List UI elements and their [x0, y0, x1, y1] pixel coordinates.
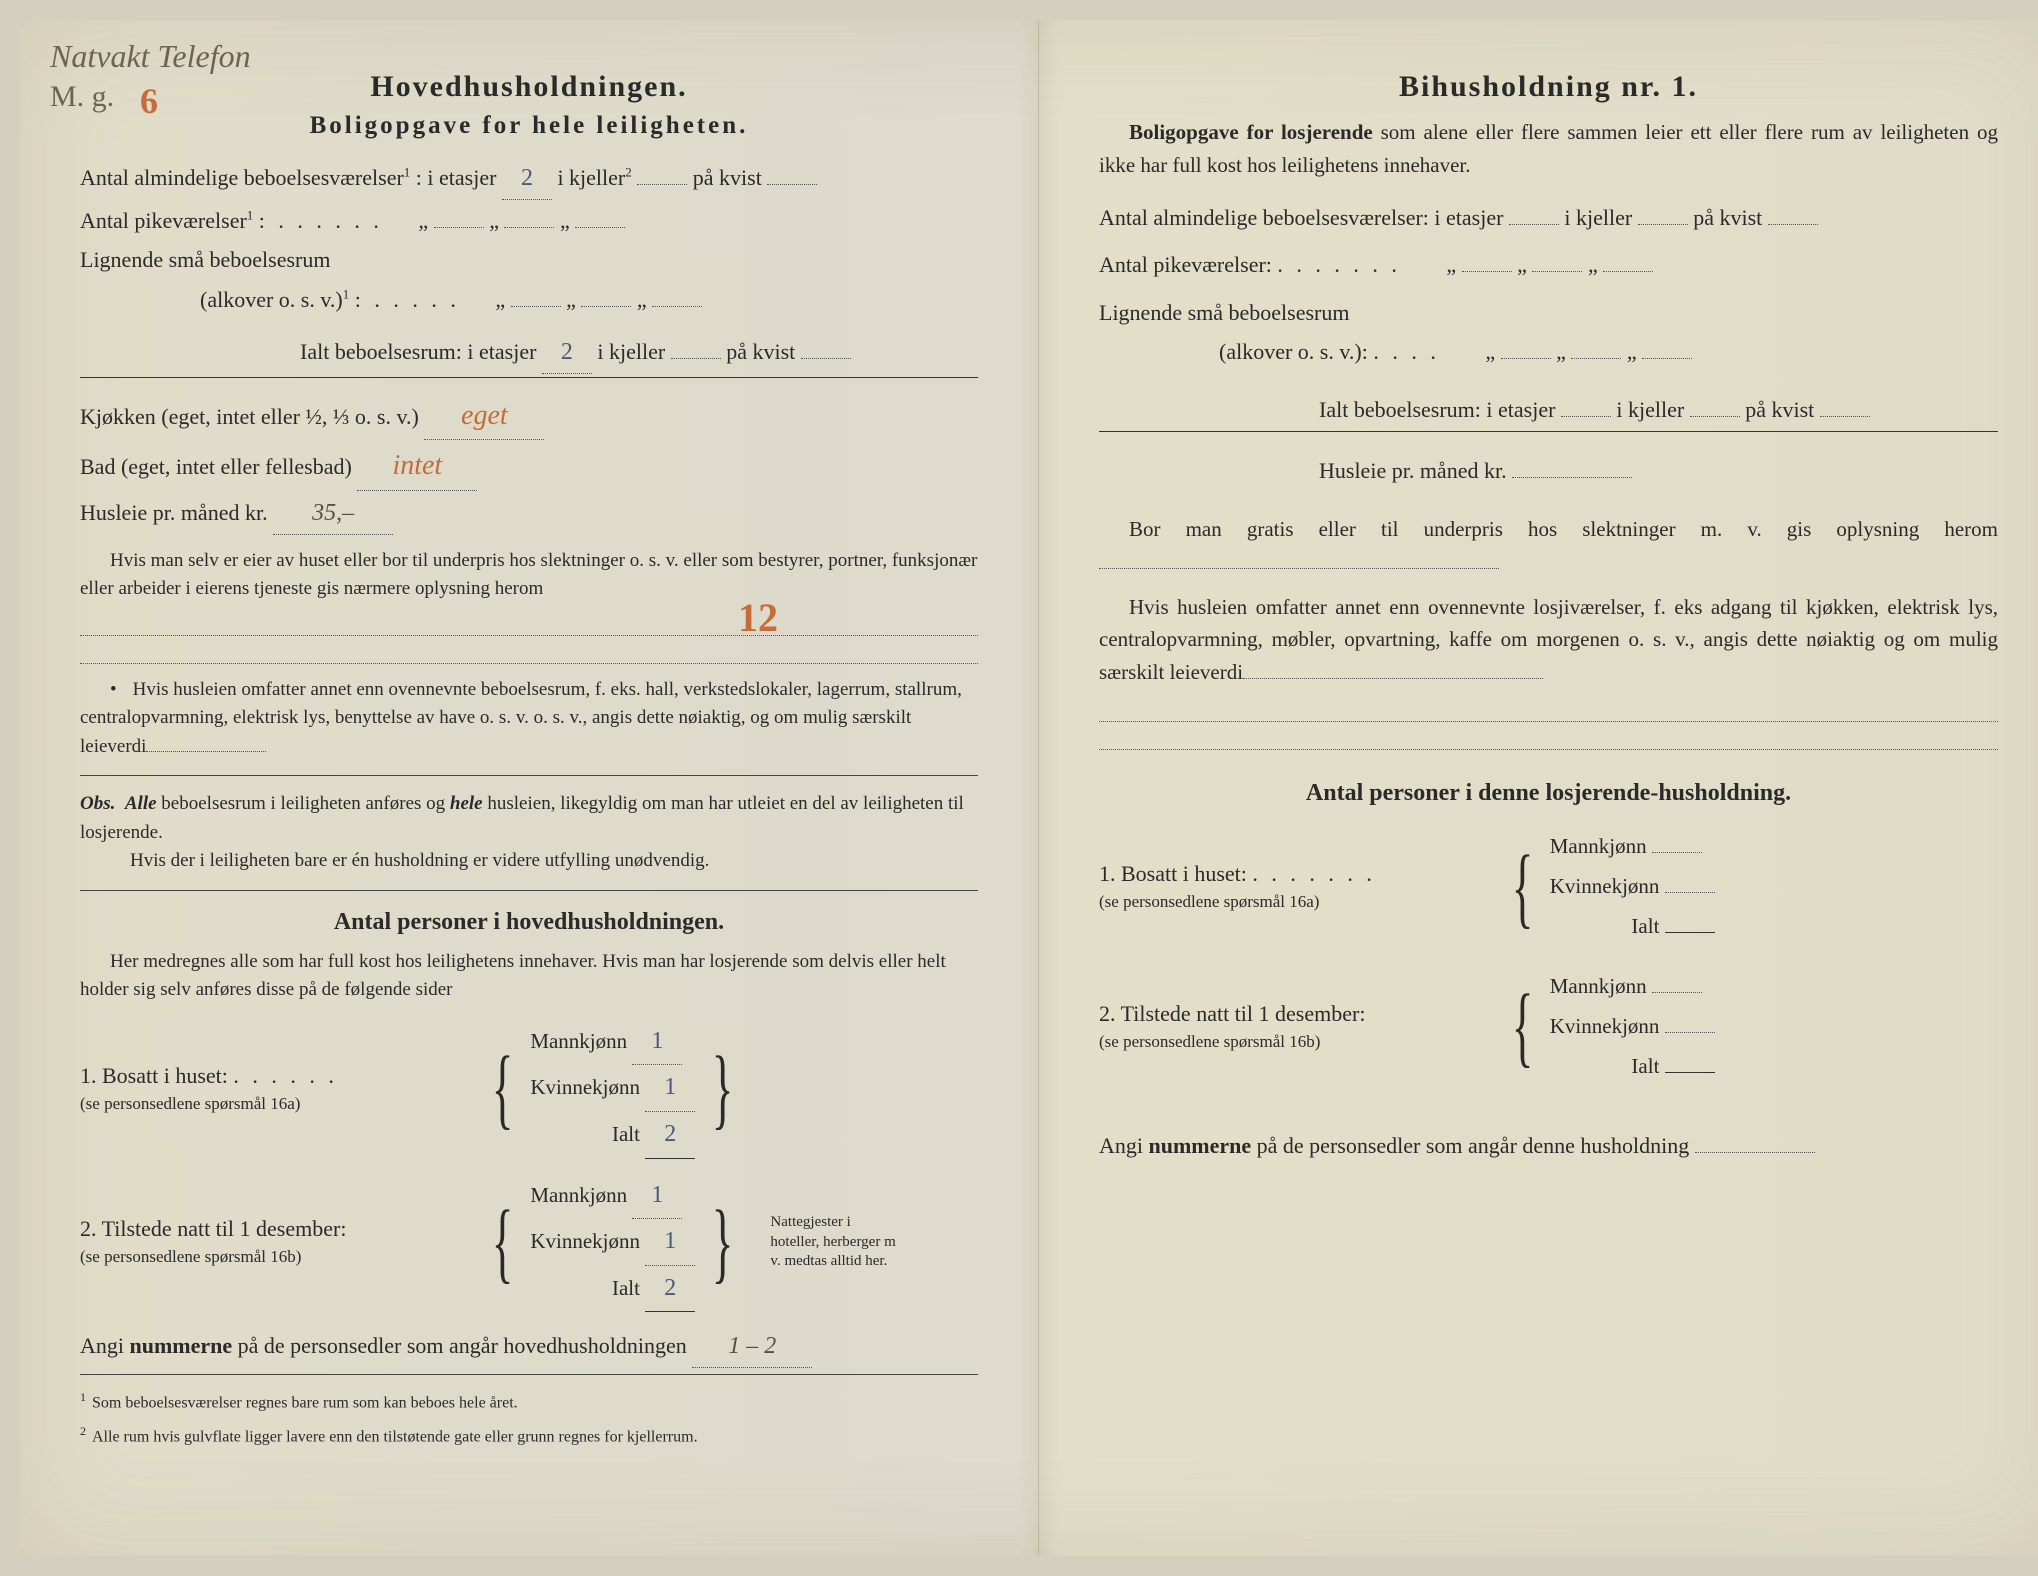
- left-column: Natvakt Telefon M. g. 6 Hovedhusholdning…: [20, 20, 1039, 1556]
- row1-label: Antal almindelige beboelsesværelser: [80, 165, 404, 190]
- brace-icon: {: [1511, 856, 1533, 919]
- p2-kvinne: 1: [645, 1219, 695, 1266]
- handwritten-6: 6: [140, 80, 158, 122]
- section-sub: Her medregnes alle som har full kost hos…: [80, 948, 978, 1005]
- right-intro: Boligopgave for losjerende som alene ell…: [1099, 116, 1998, 181]
- row-kjokken: Kjøkken (eget, intet eller ½, ⅓ o. s. v.…: [80, 392, 978, 441]
- brace-icon: {: [492, 1057, 514, 1120]
- p2-ialt: 2: [645, 1266, 695, 1313]
- brace-icon: {: [1511, 995, 1533, 1058]
- r-angi: Angi nummerne på de personsedler som ang…: [1099, 1127, 1998, 1164]
- angi-value: 1 – 2: [692, 1326, 812, 1368]
- r-row2: Antal pikeværelser: . . . . . . . „ „ „: [1099, 246, 1998, 283]
- footnote-2: 2Alle rum hvis gulvflate ligger lavere e…: [80, 1423, 978, 1449]
- angi-row: Angi nummerne på de personsedler som ang…: [80, 1326, 978, 1368]
- r-persons-2: 2. Tilstede natt til 1 desember: (se per…: [1099, 967, 1998, 1087]
- side-note: Nattegjester i hoteller, herberger m v. …: [770, 1213, 900, 1272]
- r-note2: Hvis husleien omfatter annet enn ovennev…: [1099, 591, 1998, 689]
- p1-kvinne: 1: [645, 1065, 695, 1112]
- r-husleie: Husleie pr. måned kr.: [1099, 452, 1998, 489]
- handwritten-mg: M. g.: [50, 80, 114, 114]
- r-row1: Antal almindelige beboelsesværelser: i e…: [1099, 199, 1998, 236]
- kvist-value: [767, 184, 817, 185]
- etasjer-value: 2: [502, 158, 552, 200]
- right-title: Bihusholdning nr. 1.: [1099, 70, 1998, 104]
- kjokken-value: eget: [424, 392, 544, 441]
- bad-value: intet: [357, 442, 477, 491]
- persons-1: 1. Bosatt i huset: . . . . . . (se perso…: [80, 1019, 978, 1159]
- right-column: Bihusholdning nr. 1. Boligopgave for los…: [1039, 20, 2038, 1556]
- r-ialt: Ialt beboelsesrum: i etasjer i kjeller p…: [1099, 391, 1998, 432]
- left-subtitle: Boligopgave for hele leiligheten.: [80, 112, 978, 140]
- row-bad: Bad (eget, intet eller fellesbad) intet: [80, 442, 978, 491]
- section-title-right: Antal personer i denne losjerende-hushol…: [1099, 780, 1998, 807]
- r-row3b: (alkover o. s. v.): . . . . „ „ „: [1099, 333, 1998, 370]
- brace-icon: }: [712, 1057, 734, 1120]
- brace-icon: }: [712, 1211, 734, 1274]
- section-title-left: Antal personer i hovedhusholdningen.: [80, 909, 978, 936]
- row-lignende: Lignende små beboelsesrum: [80, 241, 978, 278]
- row-husleie: Husleie pr. måned kr. 35,–: [80, 493, 978, 535]
- footnote-1: 1Som beboelsesværelser regnes bare rum s…: [80, 1389, 978, 1415]
- r-persons-1: 1. Bosatt i huset: . . . . . . . (se per…: [1099, 827, 1998, 947]
- note1: Hvis man selv er eier av huset eller bor…: [80, 547, 978, 604]
- row-beboelse: Antal almindelige beboelsesværelser1 : i…: [80, 158, 978, 200]
- orange-12: 12: [738, 594, 778, 641]
- r-row3: Lignende små beboelsesrum: [1099, 294, 1998, 331]
- r-bor: Bor man gratis eller til underpris hos s…: [1099, 513, 1998, 578]
- ialt-etasjer: 2: [542, 332, 592, 374]
- page: Natvakt Telefon M. g. 6 Hovedhusholdning…: [20, 20, 2038, 1556]
- row-alkover: (alkover o. s. v.)1 : . . . . . „ „ „: [80, 281, 978, 318]
- p2-mann: 1: [632, 1173, 682, 1220]
- husleie-value: 35,–: [273, 493, 393, 535]
- p1-ialt: 2: [645, 1112, 695, 1159]
- row-pike: Antal pikeværelser1 : . . . . . . „ „ „: [80, 202, 978, 239]
- handwritten-top: Natvakt Telefon: [50, 38, 251, 75]
- row-ialt: Ialt beboelsesrum: i etasjer 2 i kjeller…: [80, 332, 978, 378]
- persons-2: 2. Tilstede natt til 1 desember: (se per…: [80, 1173, 978, 1313]
- note2: •Hvis husleien omfatter annet enn ovenne…: [80, 676, 978, 762]
- obs-block: Obs. Alle beboelsesrum i leiligheten anf…: [80, 790, 978, 876]
- brace-icon: {: [492, 1211, 514, 1274]
- p1-mann: 1: [632, 1019, 682, 1066]
- left-title: Hovedhusholdningen.: [80, 70, 978, 104]
- kjeller-value: [637, 184, 687, 185]
